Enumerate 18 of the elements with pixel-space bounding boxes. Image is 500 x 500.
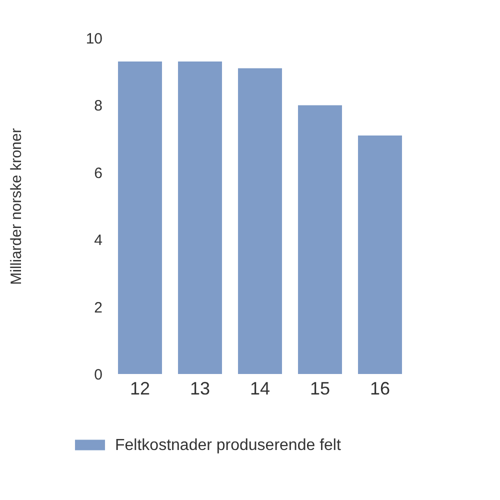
y-tick-label: 4	[94, 232, 102, 250]
bar	[118, 62, 162, 374]
y-tick-label: 8	[94, 98, 102, 115]
x-tick-label: 16	[370, 378, 390, 398]
bar	[238, 68, 282, 374]
x-tick-label: 14	[250, 378, 270, 398]
x-tick-label: 15	[310, 378, 330, 398]
legend-label: Feltkostnader produserende felt	[115, 437, 342, 454]
y-tick-label: 10	[86, 30, 102, 48]
y-tick-label: 2	[94, 299, 102, 316]
x-tick-label: 13	[190, 378, 210, 398]
x-tick-label: 12	[130, 378, 150, 398]
bar	[178, 62, 222, 374]
y-tick-label: 6	[94, 164, 102, 182]
y-tick-label: 0	[94, 366, 102, 384]
bar	[298, 105, 342, 374]
y-axis-title: Milliarder norske kroner	[8, 128, 25, 285]
bar	[358, 135, 402, 374]
